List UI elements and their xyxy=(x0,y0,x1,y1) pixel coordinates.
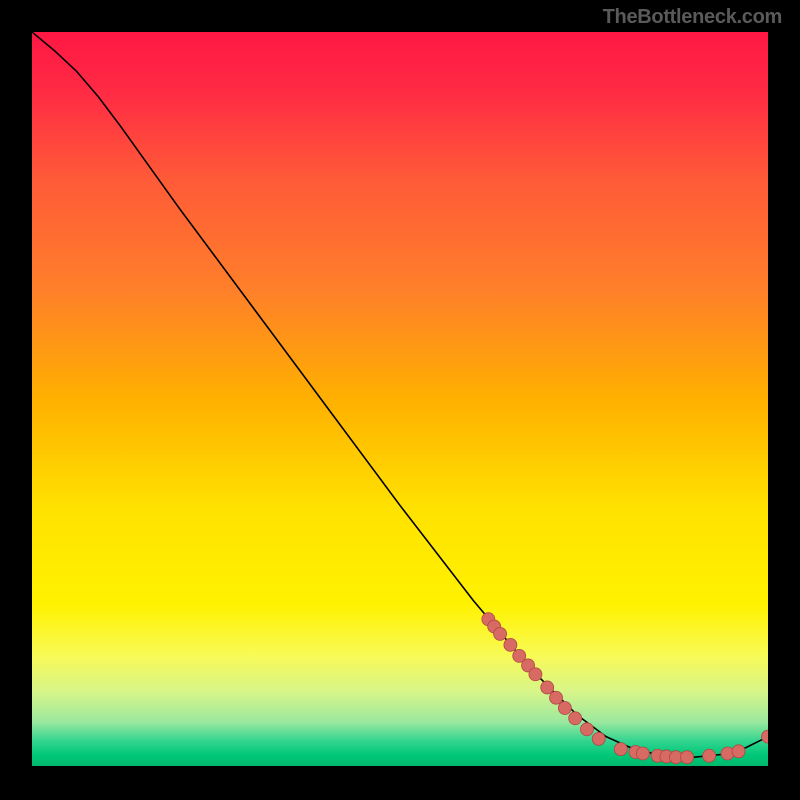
data-marker xyxy=(636,747,649,760)
data-marker xyxy=(558,702,571,715)
data-marker xyxy=(569,712,582,725)
chart-background xyxy=(32,32,768,766)
data-marker xyxy=(703,749,716,762)
data-marker xyxy=(732,745,745,758)
data-marker xyxy=(681,751,694,764)
data-marker xyxy=(550,691,563,704)
data-marker xyxy=(592,732,605,745)
data-marker xyxy=(529,668,542,681)
data-marker xyxy=(580,723,593,736)
watermark-text: TheBottleneck.com xyxy=(603,6,782,29)
chart-svg xyxy=(32,32,768,766)
data-marker xyxy=(494,627,507,640)
chart-container xyxy=(32,32,768,766)
data-marker xyxy=(614,743,627,756)
data-marker xyxy=(541,681,554,694)
data-marker xyxy=(504,638,517,651)
